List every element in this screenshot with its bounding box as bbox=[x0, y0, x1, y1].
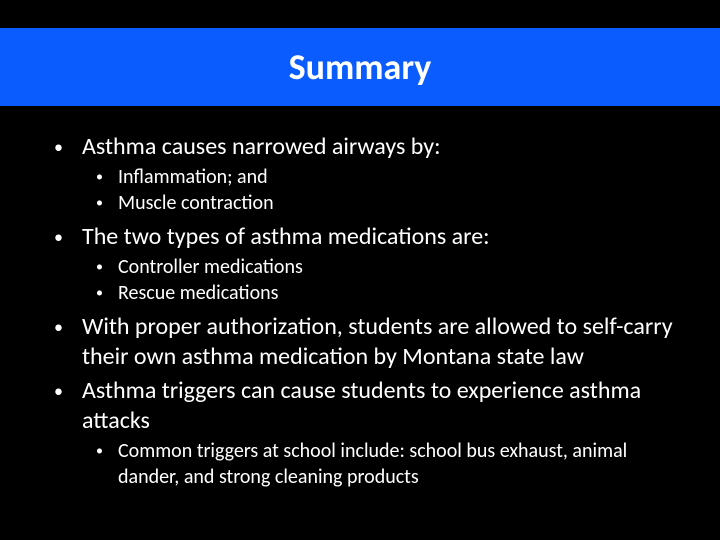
sub-bullet-text: Common triggers at school include: schoo… bbox=[118, 439, 627, 489]
bullet-list: Asthma causes narrowed airways by: Infla… bbox=[48, 132, 680, 490]
sub-bullet-text: Inflammation; and bbox=[118, 165, 268, 189]
title-band: Summary bbox=[0, 28, 720, 106]
bullet-text: Asthma causes narrowed airways by: bbox=[82, 132, 441, 161]
bullet-text: With proper authorization, students are … bbox=[82, 312, 673, 371]
list-item: With proper authorization, students are … bbox=[48, 312, 680, 372]
sub-bullet-text: Muscle contraction bbox=[118, 191, 274, 215]
list-item: Asthma triggers can cause students to ex… bbox=[48, 376, 680, 490]
sub-list-item: Controller medications bbox=[82, 254, 680, 280]
list-item: The two types of asthma medications are:… bbox=[48, 222, 680, 306]
sub-list-item: Inflammation; and bbox=[82, 164, 680, 190]
slide-title: Summary bbox=[289, 45, 432, 89]
sub-list: Inflammation; and Muscle contraction bbox=[82, 164, 680, 216]
bullet-text: The two types of asthma medications are: bbox=[82, 222, 490, 251]
list-item: Asthma causes narrowed airways by: Infla… bbox=[48, 132, 680, 216]
bullet-text: Asthma triggers can cause students to ex… bbox=[82, 376, 641, 435]
sub-list-item: Rescue medications bbox=[82, 280, 680, 306]
slide: Summary Asthma causes narrowed airways b… bbox=[0, 0, 720, 540]
content-area: Asthma causes narrowed airways by: Infla… bbox=[48, 132, 680, 496]
sub-list: Common triggers at school include: schoo… bbox=[82, 438, 680, 490]
sub-bullet-text: Rescue medications bbox=[118, 281, 278, 305]
sub-list: Controller medications Rescue medication… bbox=[82, 254, 680, 306]
sub-list-item: Common triggers at school include: schoo… bbox=[82, 438, 680, 490]
sub-list-item: Muscle contraction bbox=[82, 190, 680, 216]
sub-bullet-text: Controller medications bbox=[118, 255, 303, 279]
